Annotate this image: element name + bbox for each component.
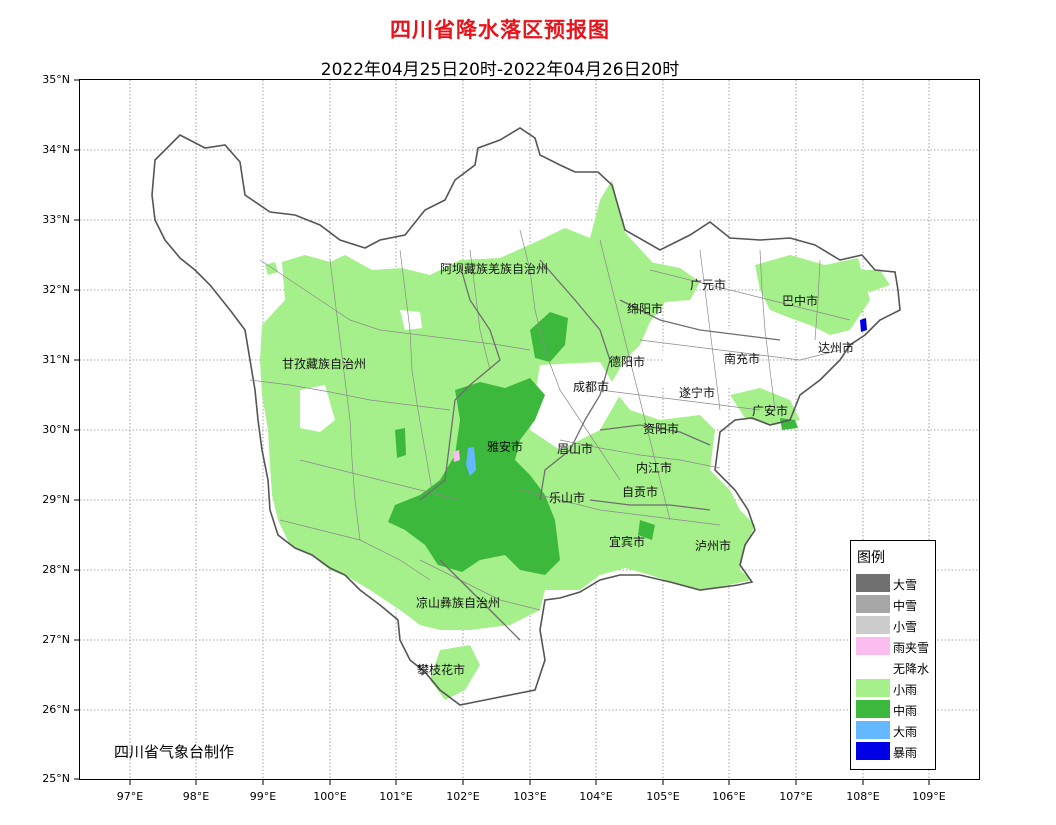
city-label-bazhong: 巴中市 — [782, 294, 819, 308]
city-label-leshan: 乐山市 — [549, 491, 586, 505]
legend: 图例 大雪 中雪 小雪 雨夹雪 无降水 小雨 中雨 大雨 暴雨 — [850, 540, 936, 770]
lat-label: 35°N — [42, 73, 70, 86]
legend-label: 大雨 — [893, 725, 918, 739]
legend-title: 图例 — [857, 550, 885, 566]
city-label-dazhou: 达州市 — [818, 341, 855, 355]
lon-label: 105°E — [646, 790, 680, 803]
lon-label: 101°E — [379, 790, 413, 803]
city-label-neijiang: 内江市 — [636, 461, 673, 475]
lon-label: 100°E — [313, 790, 347, 803]
legend-label: 中雪 — [893, 599, 918, 613]
lon-label: 109°E — [912, 790, 946, 803]
sleet-area — [453, 450, 460, 462]
legend-swatch — [856, 700, 890, 718]
legend-item: 小雨 — [856, 679, 936, 697]
legend-label: 小雪 — [893, 620, 918, 634]
lat-label: 31°N — [42, 353, 70, 366]
legend-item: 小雪 — [856, 616, 936, 634]
city-label-liangshan: 凉山彝族自治州 — [416, 596, 501, 610]
heavy-rain-area — [466, 447, 476, 476]
legend-swatch — [856, 658, 890, 676]
map-title: 四川省降水落区预报图 — [390, 18, 610, 42]
legend-label: 暴雨 — [893, 746, 918, 760]
city-label-yaan: 雅安市 — [487, 440, 524, 454]
legend-label: 大雪 — [893, 578, 918, 592]
legend-item: 中雨 — [856, 700, 936, 718]
city-label-panzhihua: 攀枝花市 — [417, 663, 466, 677]
lon-label: 97°E — [116, 790, 144, 803]
lat-label: 26°N — [42, 703, 70, 716]
legend-swatch — [856, 595, 890, 613]
city-label-luzhou: 泸州市 — [695, 539, 732, 553]
legend-swatch — [856, 679, 890, 697]
lat-label: 33°N — [42, 213, 70, 226]
city-label-deyang: 德阳市 — [609, 355, 646, 369]
city-label-nanchong: 南充市 — [724, 352, 761, 366]
no-precip-patches — [300, 310, 745, 450]
city-label-chengdu: 成都市 — [573, 380, 610, 394]
legend-swatch — [856, 637, 890, 655]
rainstorm-area — [860, 318, 867, 332]
city-label-aba: 阿坝藏族羌族自治州 — [440, 262, 549, 276]
map-subtitle: 2022年04月25日20时-2022年04月26日20时 — [320, 60, 680, 80]
city-label-guangyuan: 广元市 — [690, 278, 727, 292]
city-label-meishan: 眉山市 — [557, 442, 594, 456]
lon-label: 107°E — [779, 790, 813, 803]
legend-swatch — [856, 574, 890, 592]
axis-ticks — [74, 79, 930, 785]
legend-label: 无降水 — [893, 662, 930, 676]
credit-text: 四川省气象台制作 — [114, 743, 235, 761]
city-label-ganzi: 甘孜藏族自治州 — [282, 357, 367, 371]
legend-swatch — [856, 721, 890, 739]
lon-label: 106°E — [712, 790, 746, 803]
lon-label: 103°E — [513, 790, 547, 803]
county-boundaries — [249, 229, 851, 611]
lat-label: 30°N — [42, 423, 70, 436]
province-boundary — [151, 127, 901, 706]
city-label-guangan: 广安市 — [752, 404, 789, 418]
legend-item: 无降水 — [856, 658, 936, 676]
lon-label: 99°E — [249, 790, 277, 803]
lat-label: 29°N — [42, 493, 70, 506]
moderate-rain-area — [388, 312, 798, 575]
lat-label: 25°N — [42, 772, 70, 785]
lat-label: 27°N — [42, 633, 70, 646]
city-label-mianyang: 绵阳市 — [627, 302, 664, 316]
legend-swatch — [856, 616, 890, 634]
legend-item: 中雪 — [856, 595, 936, 613]
legend-item: 暴雨 — [856, 742, 936, 760]
legend-swatch — [856, 742, 890, 760]
legend-item: 雨夹雪 — [856, 637, 936, 655]
lat-label: 34°N — [42, 143, 70, 156]
city-label-zigong: 自贡市 — [622, 485, 659, 499]
legend-label: 小雨 — [893, 683, 918, 697]
lon-label: 102°E — [446, 790, 480, 803]
lat-label: 28°N — [42, 563, 70, 576]
prefecture-boundaries — [419, 259, 781, 641]
lon-label: 108°E — [846, 790, 880, 803]
legend-item: 大雨 — [856, 721, 936, 739]
legend-label: 雨夹雪 — [893, 641, 930, 655]
lon-label: 104°E — [579, 790, 613, 803]
lat-label: 32°N — [42, 283, 70, 296]
city-label-yibin: 宜宾市 — [609, 535, 646, 549]
city-label-ziyang: 资阳市 — [643, 422, 680, 436]
city-label-suining: 遂宁市 — [679, 386, 716, 400]
legend-label: 中雨 — [893, 704, 918, 718]
lon-label: 98°E — [182, 790, 210, 803]
legend-item: 大雪 — [856, 574, 936, 592]
